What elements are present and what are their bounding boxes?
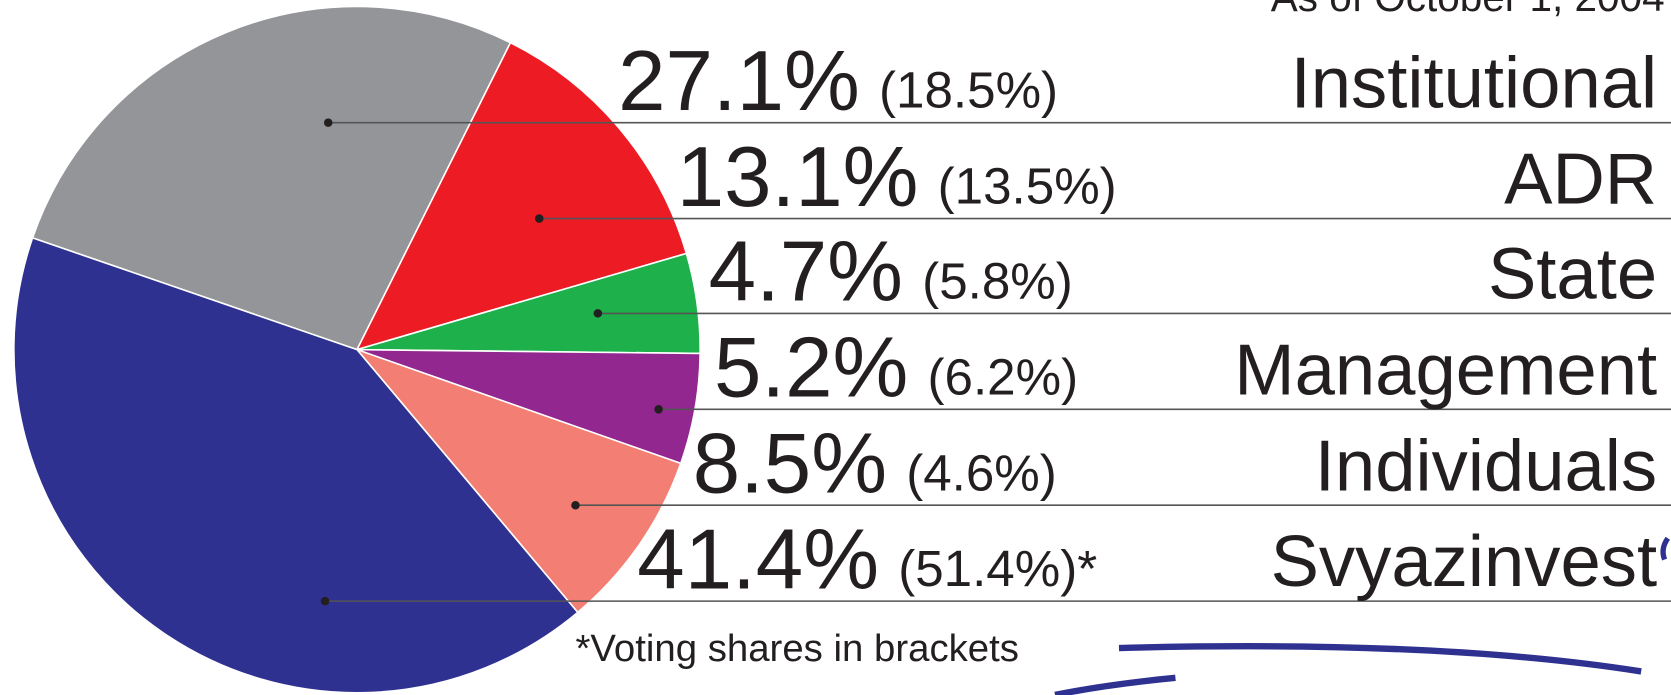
pie-slice bbox=[31, 5, 512, 351]
category-label: Individuals bbox=[1315, 425, 1657, 506]
leader-dot bbox=[534, 214, 544, 223]
category-label: ADR bbox=[1504, 139, 1657, 220]
leader-dot bbox=[654, 405, 663, 414]
subtitle: As of October 1, 2004 bbox=[1271, 0, 1665, 20]
value-label: 8.5% bbox=[693, 416, 887, 511]
pie-slice bbox=[354, 347, 682, 614]
footnote: *Voting shares in brackets bbox=[575, 627, 1019, 670]
voting-label: (51.4%)* bbox=[898, 540, 1097, 597]
pie-slice bbox=[13, 236, 579, 694]
leader-dot bbox=[571, 500, 580, 510]
voting-label: (5.8%) bbox=[922, 252, 1073, 309]
category-label: State bbox=[1488, 233, 1657, 314]
pie-slice bbox=[355, 41, 688, 351]
value-label: 27.1% bbox=[618, 34, 860, 129]
value-label: 13.1% bbox=[677, 130, 919, 225]
leader-dot bbox=[320, 596, 330, 606]
value-label: 5.2% bbox=[714, 321, 908, 416]
decor-curve bbox=[1054, 674, 1176, 695]
decor-curve bbox=[1118, 643, 1642, 675]
value-label: 4.7% bbox=[709, 225, 903, 320]
category-label: Svyazinvest bbox=[1271, 521, 1658, 602]
leader-dot bbox=[593, 309, 603, 318]
voting-label: (4.6%) bbox=[906, 444, 1057, 501]
voting-label: (13.5%) bbox=[938, 158, 1117, 215]
category-label: Management bbox=[1234, 329, 1657, 410]
voting-label: (18.5%) bbox=[879, 62, 1058, 119]
leader-dot bbox=[323, 118, 333, 127]
decor-curve bbox=[1660, 536, 1671, 561]
category-label: Institutional bbox=[1291, 43, 1658, 124]
voting-label: (6.2%) bbox=[928, 348, 1079, 405]
value-label: 41.4% bbox=[637, 512, 879, 607]
